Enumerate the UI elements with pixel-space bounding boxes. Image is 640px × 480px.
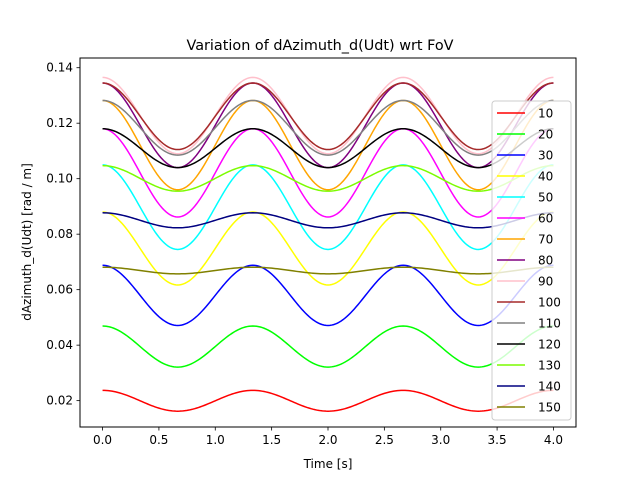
legend-label-80: 80 (538, 254, 553, 268)
x-tick-label: 3.0 (431, 433, 450, 447)
legend-label-90: 90 (538, 275, 553, 289)
x-tick-label: 2.0 (318, 433, 337, 447)
series-line-100 (102, 82, 554, 151)
legend-label-130: 130 (538, 359, 561, 373)
legend-box (491, 100, 572, 421)
series-line-30 (102, 264, 554, 327)
series-line-20 (102, 325, 554, 368)
legend-label-70: 70 (538, 233, 553, 247)
series-line-70 (102, 99, 554, 191)
x-tick-label: 2.5 (375, 433, 394, 447)
x-axis-label: Time [s] (303, 457, 353, 471)
legend-label-60: 60 (538, 212, 553, 226)
series-line-140 (102, 212, 554, 229)
plot-lines (102, 76, 554, 412)
legend: 10 20 30 40 50 60 70 80 90 100 110 120 130 140 150 (491, 100, 572, 421)
y-tick-label: 0.14 (46, 61, 73, 75)
x-tick-label: 1.0 (206, 433, 225, 447)
series-line-150 (102, 266, 554, 275)
legend-label-50: 50 (538, 191, 553, 205)
series-line-10 (102, 389, 554, 412)
chart-title: Variation of dAzimuth_d(Udt) wrt FoV (186, 38, 453, 54)
y-tick-label: 0.02 (46, 394, 73, 408)
series-line-120 (102, 127, 554, 169)
legend-label-10: 10 (538, 107, 553, 121)
series-line-60 (102, 127, 554, 218)
series-line-50 (102, 164, 554, 251)
x-tick-label: 0.5 (149, 433, 168, 447)
series-line-110 (102, 99, 554, 156)
legend-label-30: 30 (538, 149, 553, 163)
legend-label-110: 110 (538, 317, 561, 331)
x-tick-label: 3.5 (488, 433, 507, 447)
x-axis-ticks: 0.0 0.5 1.0 1.5 2.0 2.5 3.0 3.5 4.0 (93, 427, 563, 447)
legend-label-150: 150 (538, 401, 561, 415)
series-line-130 (102, 164, 554, 192)
legend-label-120: 120 (538, 338, 561, 352)
y-tick-label: 0.12 (46, 116, 73, 130)
legend-label-20: 20 (538, 128, 553, 142)
x-tick-label: 1.5 (262, 433, 281, 447)
legend-label-140: 140 (538, 380, 561, 394)
y-tick-label: 0.08 (46, 227, 73, 241)
x-tick-label: 4.0 (544, 433, 563, 447)
series-line-40 (102, 211, 554, 286)
y-tick-label: 0.10 (46, 172, 73, 186)
y-tick-label: 0.06 (46, 283, 73, 297)
y-tick-label: 0.04 (46, 338, 73, 352)
series-line-90 (102, 76, 554, 155)
x-tick-label: 0.0 (93, 433, 112, 447)
y-axis-label: dAzimuth_d(Udt) [rad / m] (20, 163, 34, 321)
legend-label-100: 100 (538, 296, 561, 310)
legend-label-40: 40 (538, 170, 553, 184)
y-axis-ticks: 0.02 0.04 0.06 0.08 0.10 0.12 0.14 (46, 61, 80, 408)
